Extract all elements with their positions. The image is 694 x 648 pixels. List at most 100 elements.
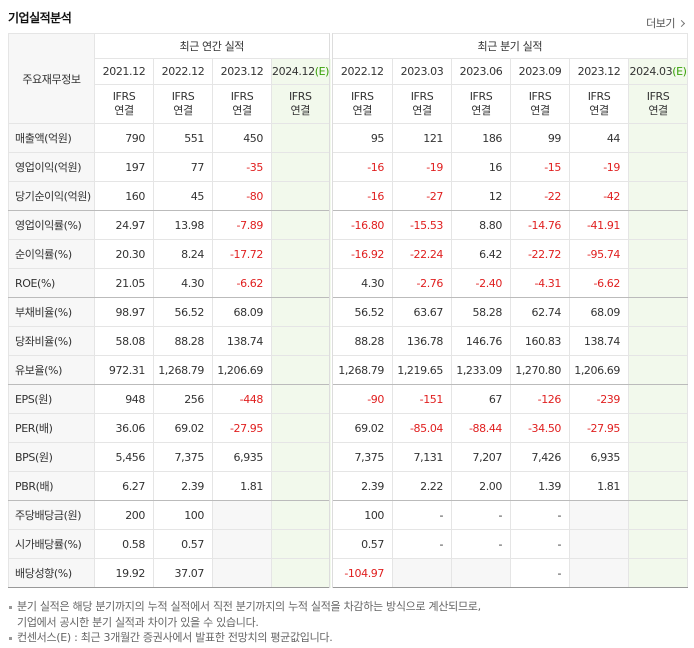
standard: IFRS — [646, 90, 670, 103]
value-cell: - — [392, 500, 453, 530]
value-cell: 37.07 — [153, 558, 213, 588]
empty-cell — [270, 210, 332, 240]
value-cell: 146.76 — [451, 326, 512, 356]
data-row: 유보율(%) 972.31 1,268.79 1,206.69 1,268.79 1,21… — [8, 355, 689, 385]
data-row: 영업이익률(%) 24.97 13.98 -7.89 -16.80 -15.53 8.80-… — [8, 210, 689, 240]
row-label: 영업이익(억원) — [8, 152, 95, 182]
standard-header: IFRS 연결 — [392, 84, 453, 124]
corner-label: 주요재무정보 — [8, 33, 95, 124]
value-cell: 8.24 — [153, 239, 213, 269]
standard: IFRS — [528, 90, 552, 103]
value-cell: 2.22 — [392, 471, 453, 501]
value-cell: 7,131 — [392, 442, 453, 472]
basis: 연결 — [412, 104, 432, 117]
data-row: 주당배당금(원) 200 100 100- - - — [8, 500, 689, 530]
row-label: 영업이익률(%) — [8, 210, 95, 240]
period: 2023.03 — [400, 65, 444, 78]
value-cell: 200 — [94, 500, 154, 530]
standard: IFRS — [288, 90, 312, 103]
value-cell: 88.28 — [328, 326, 394, 356]
period-header: 2022.12 — [153, 58, 213, 85]
standard-header: IFRS 연결 — [270, 84, 332, 124]
value-cell: 0.58 — [94, 529, 154, 559]
standard: IFRS — [410, 90, 434, 103]
value-cell: -34.50 — [510, 413, 571, 443]
empty-cell — [270, 529, 332, 559]
period-header: 2023.03 — [392, 58, 453, 85]
empty-cell — [212, 558, 272, 588]
empty-cell — [569, 558, 630, 588]
value-cell: -15 — [510, 152, 571, 182]
value-cell: 99 — [510, 123, 571, 153]
value-cell: -16.80 — [328, 210, 394, 240]
empty-cell — [628, 268, 689, 298]
value-cell: 69.02 — [328, 413, 394, 443]
estimate-mark: (E) — [314, 65, 330, 78]
value-cell: 790 — [94, 123, 154, 153]
value-cell: 4.30 — [328, 268, 394, 298]
header-row: 주요재무정보 최근 연간 실적 최근 분기 실적 — [8, 33, 689, 124]
note-line: 기업에서 공시한 분기 실적과 차이가 있을 수 있습니다. — [17, 615, 259, 629]
value-cell: -14.76 — [510, 210, 571, 240]
value-cell: 7,375 — [328, 442, 394, 472]
row-label: EPS(원) — [8, 384, 95, 414]
section-title: 기업실적분석 — [8, 11, 72, 25]
value-cell: 58.08 — [94, 326, 154, 356]
value-cell: 69.02 — [153, 413, 213, 443]
value-cell: 7,207 — [451, 442, 512, 472]
empty-cell — [270, 326, 332, 356]
value-cell: 138.74 — [212, 326, 272, 356]
standard: IFRS — [587, 90, 611, 103]
value-cell: 20.30 — [94, 239, 154, 269]
value-cell: 7,375 — [153, 442, 213, 472]
value-cell: 62.74 — [510, 297, 571, 327]
row-label: 시가배당률(%) — [8, 529, 95, 559]
period: 2023.09 — [518, 65, 562, 78]
standard-header: IFRS 연결 — [212, 84, 272, 124]
row-label: 당좌비율(%) — [8, 326, 95, 356]
value-cell: 4.30 — [153, 268, 213, 298]
empty-cell — [628, 239, 689, 269]
value-cell: 948 — [94, 384, 154, 414]
value-cell: -104.97 — [328, 558, 394, 588]
empty-cell — [212, 529, 272, 559]
period-header: 2024.12(E) — [270, 58, 332, 85]
empty-cell — [628, 529, 689, 559]
value-cell: - — [392, 529, 453, 559]
empty-cell — [628, 558, 689, 588]
empty-cell — [628, 297, 689, 327]
empty-cell — [270, 297, 332, 327]
period: 2021.12 — [102, 65, 146, 78]
value-cell: -27.95 — [212, 413, 272, 443]
period-header: 2024.03(E) — [628, 58, 689, 85]
data-row: 순이익률(%) 20.30 8.24 -17.72 -16.92 -22.24 6.42 -2… — [8, 239, 689, 269]
value-cell: -15.53 — [392, 210, 453, 240]
row-label: ROE(%) — [8, 268, 95, 298]
empty-cell — [628, 471, 689, 501]
value-cell: 1,219.65 — [392, 355, 453, 385]
row-label: 순이익률(%) — [8, 239, 95, 269]
empty-cell — [270, 500, 332, 530]
empty-cell — [270, 442, 332, 472]
period: 2022.12 — [340, 65, 384, 78]
value-cell: - — [510, 500, 571, 530]
more-link[interactable]: 더보기 — [646, 15, 684, 31]
empty-cell — [628, 442, 689, 472]
value-cell: 88.28 — [153, 326, 213, 356]
value-cell: -448 — [212, 384, 272, 414]
empty-cell — [628, 123, 689, 153]
value-cell: - — [510, 529, 571, 559]
empty-cell — [569, 529, 630, 559]
value-cell: -27.95 — [569, 413, 630, 443]
value-cell: 7,426 — [510, 442, 571, 472]
financial-table: 주요재무정보 최근 연간 실적 최근 분기 실적 2021.12 2022.12 2023… — [8, 33, 689, 588]
value-cell: -19 — [569, 152, 630, 182]
value-cell: 6,935 — [569, 442, 630, 472]
period-header: 2023.12 — [569, 58, 630, 85]
value-cell: 186 — [451, 123, 512, 153]
data-row: 당기순이익(억원) 160 45 -80 -16 -27 12 -22 -42 — [8, 181, 689, 211]
value-cell: 77 — [153, 152, 213, 182]
data-row: 배당성향(%) 19.92 37.07 -104.97 - — [8, 558, 689, 588]
group-header: 최근 분기 실적 — [328, 33, 689, 59]
value-cell: -95.74 — [569, 239, 630, 269]
